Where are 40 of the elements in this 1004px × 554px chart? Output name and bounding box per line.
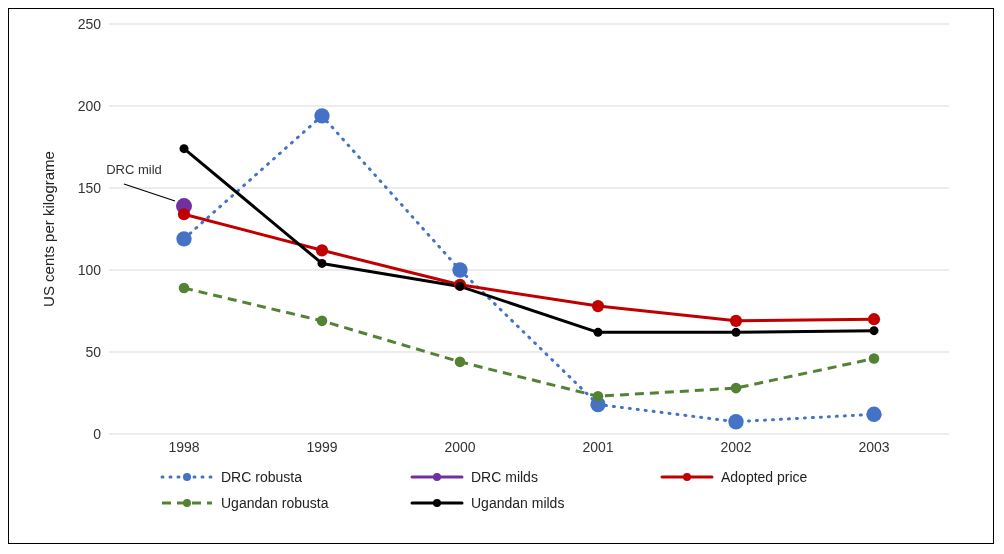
x-tick-label: 2000: [444, 438, 476, 455]
annotation: DRC mild: [106, 162, 162, 178]
point: [593, 327, 603, 337]
legend-label: DRC milds: [471, 469, 538, 485]
point: [728, 414, 744, 430]
legend-label: DRC robusta: [221, 469, 302, 485]
y-tick-label: 250: [77, 15, 102, 32]
point: [866, 406, 882, 423]
point: [316, 315, 328, 327]
point: [452, 262, 468, 278]
point: [177, 208, 191, 221]
y-tick-label: 50: [85, 343, 102, 360]
point: [592, 390, 604, 402]
point: [179, 144, 189, 154]
x-tick-label: 2003: [858, 438, 890, 455]
point: [868, 353, 880, 364]
y-tick-label: 100: [77, 261, 102, 278]
legend-label: Ugandan milds: [471, 495, 565, 511]
point: [591, 299, 605, 313]
y-tick-label: 200: [77, 97, 102, 114]
point: [176, 231, 192, 247]
y-axis-title: US cents per kilograme: [40, 151, 58, 307]
y-tick-label: 150: [77, 179, 102, 196]
x-tick-label: 1999: [306, 438, 338, 455]
y-tick-label: 0: [93, 425, 102, 442]
point: [317, 258, 327, 268]
point: [730, 382, 742, 394]
point: [314, 108, 330, 124]
x-tick-label: 2001: [582, 438, 614, 455]
legend-label: Ugandan robusta: [221, 495, 329, 511]
point: [731, 327, 741, 337]
point: [867, 313, 881, 326]
x-tick-label: 1998: [168, 438, 200, 455]
point: [454, 356, 466, 368]
point: [869, 326, 879, 336]
legend-label: Adopted price: [721, 469, 808, 485]
point: [729, 314, 743, 327]
point: [178, 282, 190, 294]
point: [315, 244, 329, 257]
x-tick-label: 2002: [720, 438, 752, 455]
